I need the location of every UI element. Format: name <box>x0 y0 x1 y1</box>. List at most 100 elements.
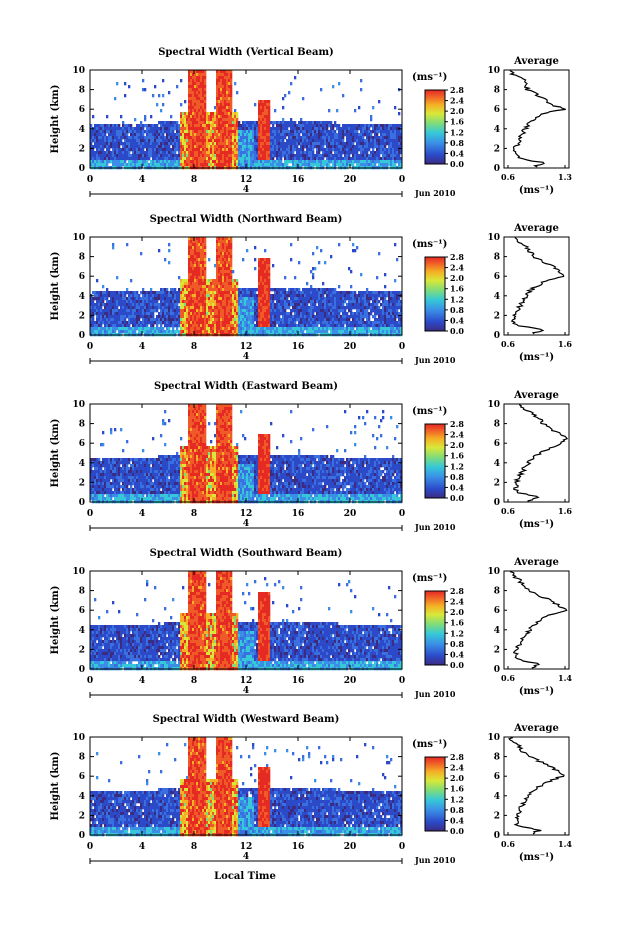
heatmap-cell <box>128 145 131 149</box>
heatmap-cell <box>364 154 367 158</box>
heatmap-cell <box>302 294 305 298</box>
heatmap-cell <box>212 279 215 283</box>
heatmap-cell <box>292 151 295 155</box>
heatmap-cell <box>266 157 269 161</box>
heatmap-cell <box>220 309 223 313</box>
heatmap-cell <box>196 267 199 271</box>
heatmap-cell <box>394 151 397 155</box>
heatmap-cell <box>184 124 187 128</box>
heatmap-cell <box>180 288 183 292</box>
heatmap-cell <box>268 318 271 322</box>
heatmap-cell <box>240 288 243 292</box>
heatmap-cell <box>216 139 219 143</box>
heatmap-cell <box>318 121 321 125</box>
heatmap-cell <box>338 133 341 137</box>
heatmap-cell <box>232 297 235 301</box>
heatmap-cell <box>130 136 133 140</box>
heatmap-cell <box>112 243 115 247</box>
heatmap-cell <box>204 91 207 95</box>
heatmap-cell <box>92 300 95 304</box>
heatmap-cell <box>300 121 303 125</box>
heatmap-cell <box>120 139 123 143</box>
heatmap-cell <box>230 82 233 86</box>
heatmap-cell <box>400 145 403 149</box>
heatmap-cell <box>176 309 179 313</box>
heatmap-cell <box>220 82 223 86</box>
heatmap-cell <box>138 124 141 128</box>
heatmap-cell <box>152 312 155 316</box>
heatmap-cell <box>166 160 169 164</box>
heatmap-cell <box>336 163 339 167</box>
heatmap-cell <box>198 106 201 110</box>
heatmap-cell <box>248 309 251 313</box>
heatmap-cell <box>176 127 179 131</box>
heatmap-cell <box>346 136 349 140</box>
heatmap-cell <box>228 294 231 298</box>
heatmap-cell <box>140 160 143 164</box>
heatmap-cell <box>190 127 193 131</box>
heatmap-cell <box>390 136 393 140</box>
heatmap-cell <box>188 76 191 80</box>
heatmap-cell <box>274 315 277 319</box>
heatmap-cell <box>190 276 193 280</box>
heatmap-cell <box>258 288 261 292</box>
heatmap-cell <box>344 127 347 131</box>
heatmap-cell <box>178 324 181 328</box>
heatmap-cell <box>256 121 259 125</box>
heatmap-cell <box>360 142 363 146</box>
heatmap-cell <box>400 160 403 164</box>
heatmap-cell <box>180 160 183 164</box>
heatmap-cell <box>146 130 149 134</box>
heatmap-cell <box>232 324 235 328</box>
heatmap-cell <box>194 246 197 250</box>
heatmap-cell <box>202 249 205 253</box>
heatmap-cell <box>216 94 219 98</box>
heatmap-cell <box>130 327 133 331</box>
heatmap-cell <box>216 163 219 167</box>
heatmap-cell <box>246 127 249 131</box>
heatmap-cell <box>312 294 315 298</box>
heatmap-cell <box>234 303 237 307</box>
heatmap-cell <box>194 318 197 322</box>
heatmap-cell <box>212 112 215 116</box>
heatmap-cell <box>342 124 345 128</box>
heatmap-cell <box>334 163 337 167</box>
heatmap-cell <box>172 318 175 322</box>
heatmap-cell <box>192 109 195 113</box>
heatmap-cell <box>176 136 179 140</box>
heatmap-cell <box>248 300 251 304</box>
heatmap-cell <box>242 127 245 131</box>
heatmap-cell <box>194 327 197 331</box>
heatmap-cell <box>220 279 223 283</box>
heatmap-cell <box>268 145 271 149</box>
heatmap-cell <box>378 142 381 146</box>
heatmap-cell <box>98 324 101 328</box>
heatmap-cell <box>178 154 181 158</box>
heatmap-cell <box>188 127 191 131</box>
heatmap-cell <box>194 106 197 110</box>
heatmap-cell <box>232 318 235 322</box>
heatmap-cell <box>262 312 265 316</box>
heatmap-cell <box>226 252 229 256</box>
heatmap-cell <box>128 330 131 334</box>
heatmap-cell <box>172 330 175 334</box>
heatmap-cell <box>310 139 313 143</box>
heatmap-cell <box>228 85 231 89</box>
heatmap-cell <box>226 240 229 244</box>
heatmap-cell <box>386 139 389 143</box>
heatmap-cell <box>328 160 331 164</box>
heatmap-cell <box>348 139 351 143</box>
heatmap-cell <box>188 237 191 241</box>
heatmap-cell <box>142 142 145 146</box>
heatmap-cell <box>218 330 221 334</box>
heatmap-cell <box>96 306 99 310</box>
heatmap-cell <box>128 303 131 307</box>
heatmap-cell <box>206 294 209 298</box>
heatmap-cell <box>246 309 249 313</box>
heatmap-cell <box>232 315 235 319</box>
heatmap-cell <box>262 300 265 304</box>
heatmap-cell <box>222 318 225 322</box>
heatmap-cell <box>304 121 307 125</box>
heatmap-cell <box>302 127 305 131</box>
heatmap-cell <box>254 267 257 271</box>
